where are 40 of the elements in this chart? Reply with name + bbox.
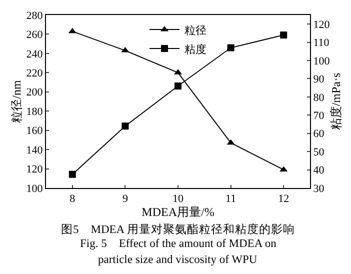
point	[174, 82, 182, 90]
y2-tick-label: 40	[313, 164, 325, 177]
y2-tick-label: 60	[313, 128, 325, 140]
y2-tick-label: 120	[313, 18, 330, 31]
y-tick-label: 140	[26, 144, 44, 156]
x-tick-label: 10	[172, 193, 184, 206]
x-tick-label: 12	[278, 193, 290, 206]
x-tick-label: 8	[70, 193, 76, 206]
y2-axis-title: 粘度/mPa·s	[329, 72, 344, 130]
point	[226, 139, 235, 145]
y2-tick-label: 110	[313, 37, 330, 50]
y2-tick-label: 70	[313, 110, 325, 122]
y-tick-label: 240	[26, 48, 44, 60]
point	[280, 32, 288, 39]
text: particle size and viscosity of WPU	[98, 254, 258, 266]
legend-label: 粒径	[184, 24, 206, 37]
point	[227, 44, 234, 52]
y-tick-label: 100	[26, 182, 44, 195]
y-tick-label: 260	[26, 29, 44, 42]
text: 图5 MDEA 用量对聚氨酯粒径和粘度的影响	[61, 222, 295, 236]
y-tick-label: 280	[26, 10, 44, 22]
y-axis-title: 粒径/nm	[10, 80, 24, 123]
legend-label: 粘度	[184, 42, 206, 56]
caption: Fig. 5 Effect of the amount of MDEA on	[80, 238, 277, 250]
y-tick-label: 180	[26, 106, 44, 118]
x-tick-label: 11	[226, 193, 236, 206]
y2-tick-label: 80	[313, 92, 325, 104]
y-tick-label: 160	[26, 125, 44, 138]
y2-tick-label: 30	[313, 182, 325, 195]
y-tick-label: 220	[26, 68, 44, 80]
point	[68, 170, 76, 178]
x-tick-label: 9	[122, 193, 128, 206]
x-axis-title: MDEA用量/%	[142, 205, 214, 220]
y-tick-label: 200	[26, 86, 44, 99]
y2-tick-label: 100	[313, 55, 330, 68]
y2-tick-label: 90	[313, 74, 325, 86]
y-tick-label: 120	[26, 164, 44, 176]
y2-tick-label: 50	[313, 146, 325, 158]
point	[122, 122, 129, 130]
point	[68, 28, 76, 34]
